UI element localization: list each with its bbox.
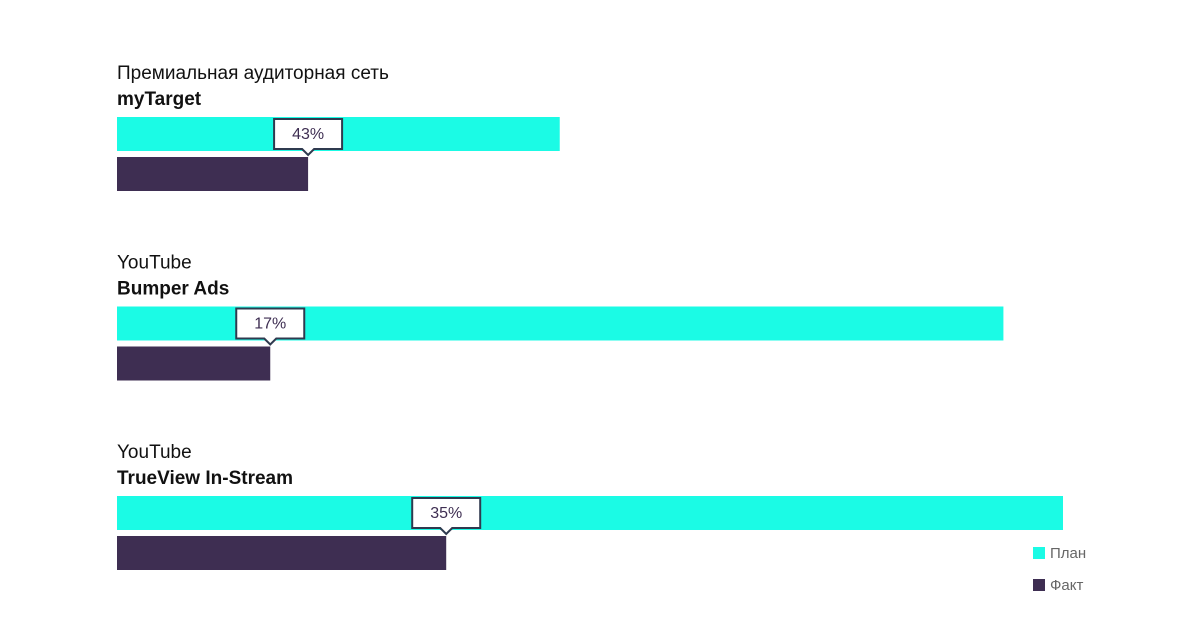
share-callout xyxy=(235,307,306,346)
category-source: YouTube xyxy=(117,253,192,274)
category-label: TrueView In-Stream xyxy=(117,468,293,489)
legend-label: План xyxy=(1050,545,1086,562)
bar xyxy=(117,536,447,570)
share-label: 17% xyxy=(254,316,286,333)
legend-swatch xyxy=(1033,579,1045,591)
category-source: YouTube xyxy=(117,442,192,463)
bar xyxy=(117,346,271,381)
bar xyxy=(117,496,1063,530)
legend-swatch xyxy=(1033,547,1045,559)
share-callout xyxy=(411,497,482,536)
share-callout xyxy=(273,118,344,157)
bar xyxy=(117,157,309,191)
category-label: Bumper Ads xyxy=(117,279,229,300)
legend-label: Факт xyxy=(1050,577,1083,594)
share-label: 35% xyxy=(430,505,462,522)
share-label: 43% xyxy=(292,126,324,143)
category-source: Премиальная аудиторная сеть xyxy=(117,63,389,84)
category-label: myTarget xyxy=(117,89,202,110)
